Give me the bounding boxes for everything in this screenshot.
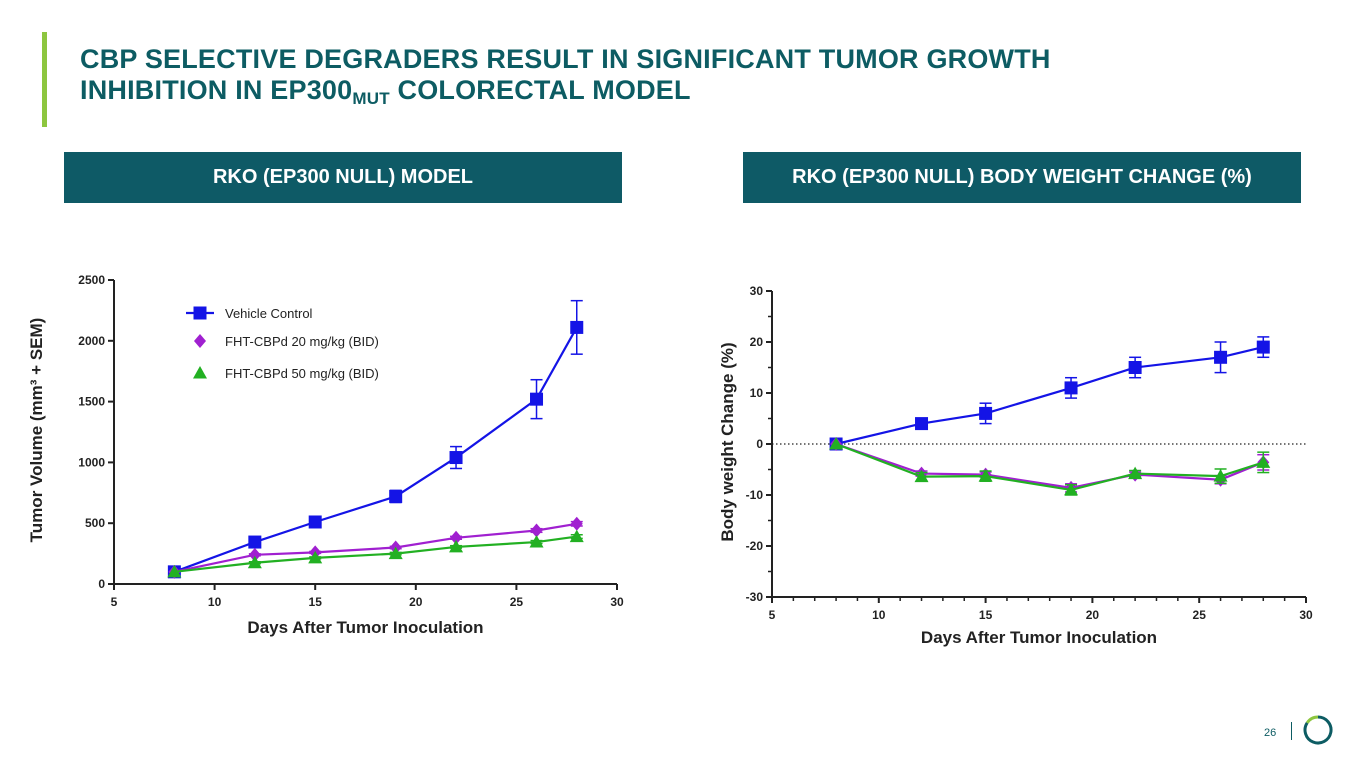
weight-x-tick-label: 5 <box>769 608 776 622</box>
weight-data-point <box>1256 455 1271 468</box>
tumor-x-tick-label: 25 <box>510 595 524 609</box>
weight-x-axis-label: Days After Tumor Inoculation <box>921 628 1157 647</box>
tumor-data-point <box>529 535 544 548</box>
title-subscript: MUT <box>352 89 390 108</box>
weight-x-tick-label: 15 <box>979 608 993 622</box>
tumor-x-tick-label: 5 <box>111 595 118 609</box>
tumor-legend-marker <box>194 334 206 348</box>
tumor-x-tick-label: 10 <box>208 595 222 609</box>
weight-data-point <box>914 469 929 483</box>
tumor-data-point <box>530 523 543 538</box>
page-divider <box>1291 722 1292 740</box>
tumor-data-point <box>167 564 182 578</box>
weight-x-tick-label: 10 <box>872 608 886 622</box>
tumor-data-point <box>248 535 262 549</box>
tumor-data-point <box>389 489 403 503</box>
slide-title: CBP SELECTIVE DEGRADERS RESULT IN SIGNIF… <box>80 44 1230 108</box>
title-line-2-pre: INHIBITION IN EP300 <box>80 75 353 105</box>
tumor-series-line-2 <box>174 535 577 573</box>
tumor-legend-label: FHT-CBPd 50 mg/kg (BID) <box>225 366 379 381</box>
tumor-data-point <box>388 546 403 560</box>
weight-data-point <box>915 417 929 431</box>
title-line-2-post: COLORECTAL MODEL <box>389 75 691 105</box>
tumor-data-point <box>569 529 584 543</box>
weight-y-tick-label: 10 <box>750 386 764 400</box>
weight-data-point <box>1128 466 1143 480</box>
page-number: 26 <box>1264 727 1277 739</box>
tumor-legend-label: FHT-CBPd 20 mg/kg (BID) <box>225 334 379 349</box>
tumor-data-point <box>449 539 464 553</box>
weight-y-tick-label: -10 <box>746 488 764 502</box>
tumor-y-tick-label: 1500 <box>78 395 105 409</box>
tumor-data-point <box>308 550 323 564</box>
tumor-x-tick-label: 15 <box>309 595 323 609</box>
weight-y-tick-label: 20 <box>750 335 764 349</box>
tumor-y-tick-label: 500 <box>85 516 105 530</box>
weight-data-point <box>978 469 993 482</box>
tumor-x-tick-label: 30 <box>610 595 624 609</box>
weight-y-tick-label: 30 <box>750 284 764 298</box>
weight-y-tick-label: 0 <box>756 437 763 451</box>
weight-data-point <box>1064 482 1079 496</box>
company-logo-icon <box>1303 715 1333 745</box>
tumor-data-point <box>449 451 463 465</box>
weight-x-tick-label: 30 <box>1299 608 1313 622</box>
title-line-1: CBP SELECTIVE DEGRADERS RESULT IN SIGNIF… <box>80 44 1051 74</box>
weight-data-point <box>1256 340 1270 354</box>
weight-series-line-1 <box>835 442 1264 489</box>
tumor-y-axis-label: Tumor Volume (mm³ + SEM) <box>27 318 46 543</box>
tumor-data-point <box>248 547 261 562</box>
tumor-data-point <box>570 516 583 531</box>
weight-y-tick-label: -30 <box>746 590 764 604</box>
weight-y-tick-label: -20 <box>746 539 764 553</box>
tumor-data-point <box>308 515 322 529</box>
tumor-x-axis-label: Days After Tumor Inoculation <box>247 618 483 637</box>
tumor-data-point <box>570 320 584 334</box>
tumor-data-point <box>247 555 262 569</box>
tumor-legend-label: Vehicle Control <box>225 306 313 321</box>
tumor-y-tick-label: 1000 <box>78 455 105 469</box>
weight-x-tick-label: 20 <box>1086 608 1100 622</box>
weight-data-point <box>1064 381 1078 395</box>
tumor-y-tick-label: 0 <box>98 577 105 591</box>
weight-y-axis-label: Body weight Change (%) <box>718 342 737 541</box>
tumor-y-tick-label: 2500 <box>78 273 105 287</box>
weight-data-point <box>979 406 993 420</box>
weight-data-point <box>1128 361 1142 374</box>
tumor-data-point <box>530 392 544 406</box>
weight-data-point <box>1214 350 1228 364</box>
tumor-data-point <box>450 530 463 545</box>
tumor-y-tick-label: 2000 <box>78 334 105 348</box>
tumor-legend-marker <box>193 306 207 320</box>
tumor-legend-marker <box>193 366 207 379</box>
tumor-x-tick-label: 20 <box>409 595 423 609</box>
weight-x-tick-label: 25 <box>1193 608 1207 622</box>
title-accent-bar <box>42 32 47 127</box>
weight-series-line-0 <box>835 346 1264 446</box>
right-panel-header: RKO (EP300 NULL) BODY WEIGHT CHANGE (%) <box>743 152 1301 203</box>
weight-data-point <box>1213 469 1228 482</box>
left-panel-header: RKO (EP300 NULL) MODEL <box>64 152 622 203</box>
weight-data-point <box>829 437 844 450</box>
tumor-series-line-0 <box>173 326 578 573</box>
